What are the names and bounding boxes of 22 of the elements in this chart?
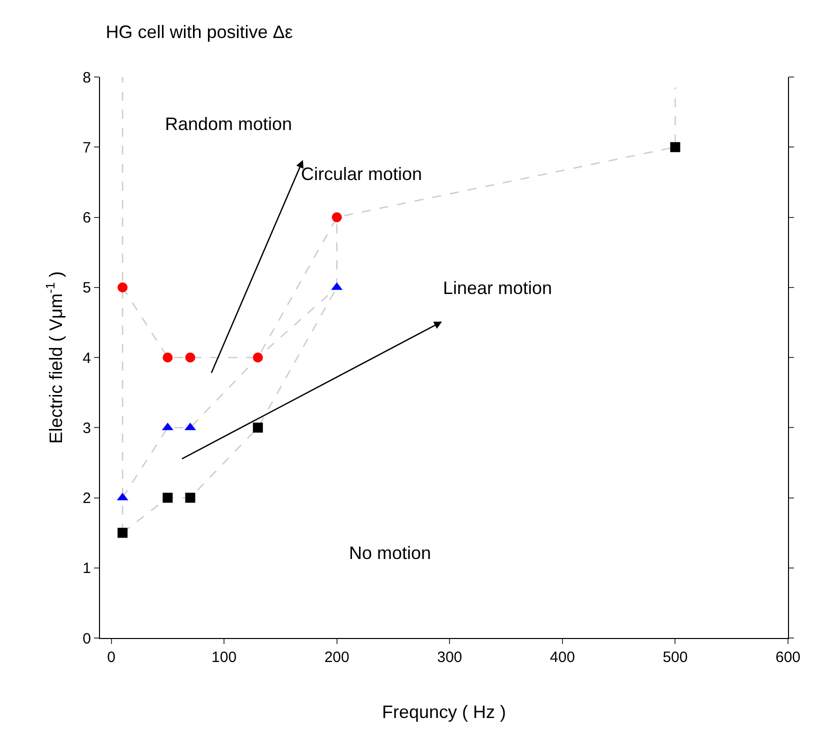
chart-title: HG cell with positive Δε bbox=[106, 22, 293, 42]
y-tick-label: 2 bbox=[82, 490, 91, 507]
y-tick-label: 1 bbox=[82, 560, 91, 578]
x-tick-label: 0 bbox=[107, 649, 116, 666]
x-tick-label: 400 bbox=[550, 649, 575, 666]
y-tick-label: 7 bbox=[82, 139, 91, 156]
x-tick-label: 500 bbox=[662, 649, 688, 666]
annotation: Linear motion bbox=[443, 278, 552, 298]
annotation: Circular motion bbox=[301, 164, 422, 184]
x-tick-label: 100 bbox=[212, 649, 237, 666]
y-tick-label: 0 bbox=[82, 630, 91, 648]
y-tick-label: 8 bbox=[82, 69, 91, 86]
x-tick-label: 600 bbox=[775, 649, 801, 666]
y-tick-label: 5 bbox=[82, 280, 91, 297]
x-tick-label: 300 bbox=[437, 649, 462, 666]
x-axis-title: Frequncy ( Hz ) bbox=[382, 702, 506, 722]
annotation: Random motion bbox=[165, 114, 292, 134]
y-tick-label: 3 bbox=[82, 420, 91, 437]
y-tick-label: 4 bbox=[82, 350, 91, 367]
x-tick-label: 200 bbox=[324, 649, 350, 666]
y-tick-label: 6 bbox=[82, 210, 91, 226]
annotation: No motion bbox=[349, 543, 432, 563]
